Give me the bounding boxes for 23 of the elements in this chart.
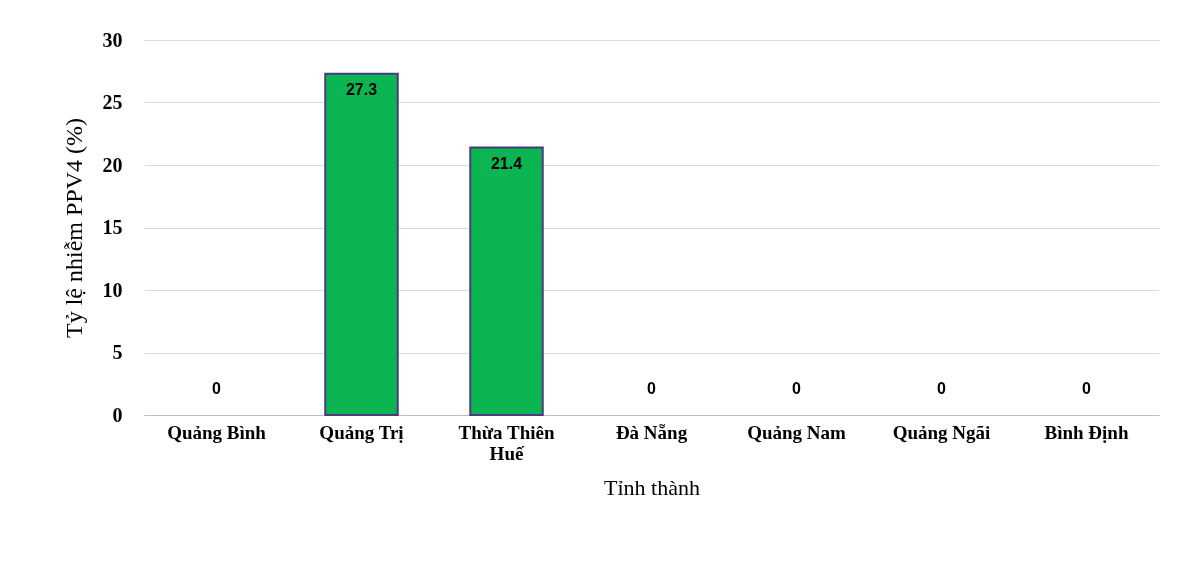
y-tick-label: 0 bbox=[112, 403, 123, 426]
x-tick-label: Quảng Ngãi bbox=[892, 421, 991, 443]
data-label: 0 bbox=[937, 380, 947, 397]
y-tick-label: 5 bbox=[112, 341, 123, 363]
data-label: 27.3 bbox=[345, 80, 378, 98]
x-axis-title: Tỉnh thành bbox=[604, 474, 700, 500]
x-tick-label: Đà Nẵng bbox=[615, 421, 688, 443]
data-label: 0 bbox=[1082, 380, 1092, 397]
data-label: 0 bbox=[647, 380, 657, 397]
x-tick-label: Bình Định bbox=[1044, 421, 1129, 443]
y-tick-label: 10 bbox=[102, 278, 123, 301]
data-label: 21.4 bbox=[490, 154, 523, 172]
x-tick-label: Thừa Thiên Huế bbox=[458, 421, 555, 464]
data-label: 0 bbox=[792, 380, 802, 397]
y-tick-label: 25 bbox=[102, 91, 123, 113]
y-axis-title: Tỷ lệ nhiễm PPV4 (%) bbox=[60, 118, 87, 338]
x-tick-label: Quảng Bình bbox=[167, 421, 267, 443]
x-tick-label: Quảng Nam bbox=[747, 421, 847, 443]
x-tick-label: Quảng Trị bbox=[319, 421, 404, 443]
data-label: 0 bbox=[212, 380, 222, 397]
y-tick-label: 20 bbox=[102, 153, 123, 176]
y-tick-label: 30 bbox=[102, 28, 123, 51]
y-tick-label: 15 bbox=[102, 216, 123, 238]
